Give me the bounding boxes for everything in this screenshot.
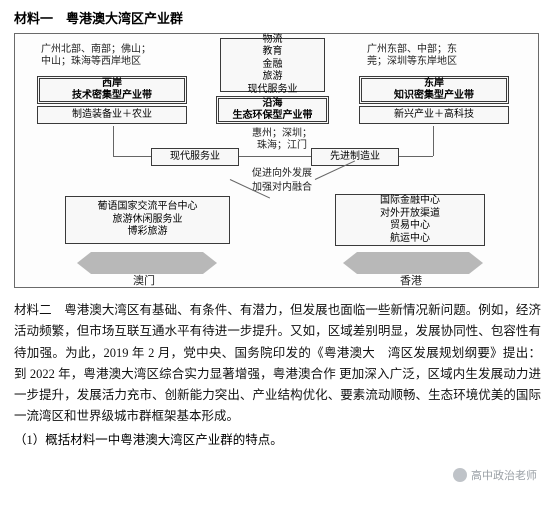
industry-item: 金融 <box>224 59 321 72</box>
hongkong-label: 香港 <box>400 275 422 288</box>
hongkong-hex-shape <box>343 252 483 274</box>
industry-item: 贸易中心 <box>339 220 481 233</box>
top-center-industries-box: 物流 教育 金融 旅游 现代服务业 <box>220 38 325 92</box>
east-regions-text: 广州东部、中部；东 莞；深圳等东岸地区 <box>367 44 512 68</box>
material2-paragraph: 材料二 粤港澳大湾区有基础、有条件、有潜力，但发展也面临一些新情况新问题。例如，… <box>14 300 541 428</box>
west-belt-title-box: 西岸 技术密集型产业带 <box>37 76 187 104</box>
modern-services-box: 现代服务业 <box>151 148 239 166</box>
advanced-manufacturing-box: 先进制造业 <box>311 148 399 166</box>
east-belt-title-box: 东岸 知识密集型产业带 <box>359 76 509 104</box>
macao-hex-shape <box>77 252 217 274</box>
industry-item: 现代服务业 <box>224 84 321 97</box>
east-belt-industry-box: 新兴产业＋高科技 <box>359 106 509 124</box>
wechat-icon <box>453 468 467 482</box>
macao-industries-box: 葡语国家交流平台中心 旅游休闲服务业 博彩旅游 <box>65 196 230 244</box>
material1-title: 材料一 粤港澳大湾区产业群 <box>14 8 541 27</box>
industry-item: 博彩旅游 <box>69 226 226 239</box>
industry-item: 对外开放渠道 <box>339 208 481 221</box>
hongkong-industries-box: 国际金融中心 对外开放渠道 贸易中心 航运中心 <box>335 194 485 246</box>
industry-item: 旅游休闲服务业 <box>69 214 226 227</box>
watermark-text: 高中政治老师 <box>471 467 537 483</box>
macao-label: 澳门 <box>133 275 155 288</box>
coastal-belt-title-box: 沿海 生态环保型产业带 <box>216 96 329 124</box>
industry-item: 旅游 <box>224 71 321 84</box>
industry-diagram: 物流 教育 金融 旅游 现代服务业 广州北部、南部；佛山； 中山；珠海等西岸地区… <box>14 33 539 288</box>
industry-item: 物流 <box>224 34 321 47</box>
west-regions-text: 广州北部、南部；佛山； 中山；珠海等西岸地区 <box>41 44 186 68</box>
industry-item: 航运中心 <box>339 233 481 246</box>
watermark: 高中政治老师 <box>453 467 537 483</box>
west-belt-industry-box: 制造装备业＋农业 <box>37 106 187 124</box>
question-1: （1）概括材料一中粤港澳大湾区产业群的特点。 <box>14 430 541 451</box>
industry-item: 教育 <box>224 46 321 59</box>
industry-item: 国际金融中心 <box>339 195 481 208</box>
industry-item: 葡语国家交流平台中心 <box>69 201 226 214</box>
